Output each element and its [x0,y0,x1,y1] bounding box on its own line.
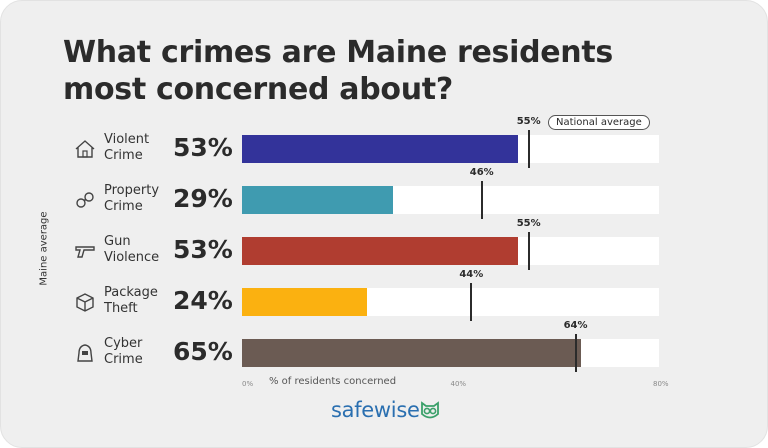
owl-icon [421,401,439,419]
maine-value-label: 24% [173,286,233,315]
national-average-value: 55% [516,116,541,127]
category-label: Cyber Crime [104,336,143,367]
maine-value-label: 53% [173,235,233,264]
package-icon [74,291,96,313]
bar-track [242,135,659,163]
handcuffs-icon [74,189,96,211]
national-average-value: 46% [469,167,494,178]
bar-track [242,339,659,367]
bar-track [242,237,659,265]
maine-value-label: 29% [173,184,233,213]
category-label: Property Crime [104,183,160,214]
category-label: Package Theft [104,285,158,316]
national-average-marker [527,130,530,168]
bar-track [242,288,659,316]
maine-bar [242,288,368,316]
x-tick-label: 40% [450,380,467,388]
x-tick-label: 0% [242,380,254,388]
x-tick-label: 80% [653,380,669,388]
maine-bar [242,339,581,367]
maine-bar [242,186,394,214]
hacker-icon [74,342,96,364]
maine-value-label: 53% [173,133,233,162]
national-average-legend: National average [548,115,650,130]
gun-icon [74,240,96,262]
x-axis-label: % of residents concerned [269,376,397,387]
national-average-marker [480,181,483,219]
category-label: Gun Violence [104,234,160,265]
logo-text: safewise [331,398,420,422]
maine-bar [242,135,519,163]
chart-title: What crimes are Maine residents most con… [63,35,613,107]
national-average-marker [574,334,577,372]
category-label: Violent Crime [104,132,150,163]
national-average-marker [527,232,530,270]
maine-bar [242,237,519,265]
house-icon [74,138,96,160]
national-average-marker [470,283,473,321]
national-average-value: 64% [563,320,588,331]
maine-value-label: 65% [173,337,233,366]
national-average-value: 44% [459,269,484,280]
national-average-value: 55% [516,218,541,229]
bar-track [242,186,659,214]
y-axis-label: Maine average [38,211,50,286]
safewise-logo: safewise [331,398,420,422]
